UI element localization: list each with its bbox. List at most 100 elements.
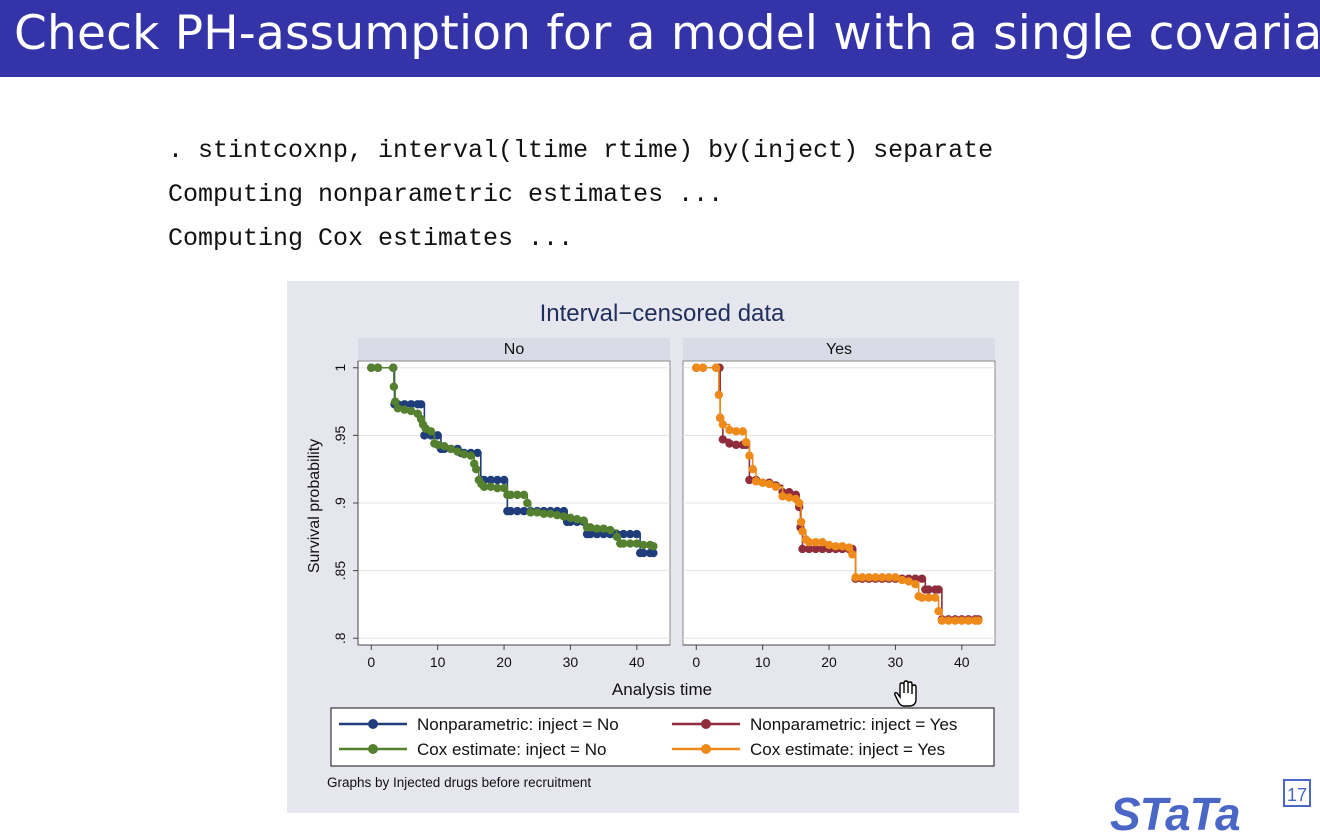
data-point [796,517,806,527]
data-point [393,404,403,413]
x-tick-label: 10 [430,654,446,670]
code-line-2: Computing nonparametric estimates ... [168,180,724,209]
data-point [539,509,549,519]
data-point [519,506,529,516]
subplot-no-label: No [504,341,525,358]
data-point [798,544,807,554]
data-point [765,479,774,489]
legend-label-cox-yes: Cox estimate: inject = Yes [750,740,945,759]
data-point [811,538,820,547]
data-point [446,444,456,454]
data-point [848,550,857,559]
legend-marker-cox-no [368,744,378,754]
stata-logo-text: STaTa [1110,788,1240,832]
data-point [546,509,555,519]
data-point [367,363,376,372]
data-point [460,450,469,459]
data-point [592,524,602,533]
version-badge-text: 17 [1287,785,1307,805]
data-point [711,363,721,372]
data-point [931,593,940,602]
data-point [731,427,741,436]
data-point [426,427,436,436]
slide-title: Check PH-assumption for a model with a s… [14,6,1320,61]
data-point [479,482,489,491]
y-axis-label: Survival probability [306,439,323,573]
data-point [851,573,860,582]
data-point [957,616,967,625]
legend-item-np-no: Nonparametric: inject = No [339,715,619,734]
version-badge [1283,779,1311,807]
data-point [619,539,628,548]
data-point [911,579,920,589]
data-point [745,475,754,485]
data-point [771,482,781,491]
x-tick-label: 10 [755,654,771,670]
data-point [798,527,807,536]
data-point [586,523,595,532]
data-point [831,542,840,551]
data-point [612,532,622,542]
data-point [858,573,867,582]
x-tick-label: 0 [367,654,375,670]
data-point [917,593,927,602]
data-point [639,540,648,550]
data-point [388,363,398,372]
x-tick-label: 30 [563,654,579,670]
data-point [794,498,804,508]
data-point [864,573,874,582]
data-point [748,464,757,474]
data-point [751,477,761,486]
data-point [944,616,953,625]
legend-item-cox-yes: Cox estimate: inject = Yes [672,740,945,759]
data-point [499,475,509,485]
code-line-1: . stintcoxnp, interval(ltime rtime) by(i… [168,136,994,165]
data-point [725,439,734,448]
data-point [649,542,658,551]
subplot-no-header [358,338,670,361]
y-tick-label: .85 [332,561,348,581]
data-point [466,451,476,460]
data-point [433,440,442,450]
data-point [453,447,462,456]
data-point [934,585,943,594]
data-point [877,573,887,582]
data-point [433,431,442,440]
data-point [519,490,529,500]
legend-label-np-yes: Nonparametric: inject = Yes [750,715,957,734]
data-point [499,483,509,493]
data-point [884,573,893,582]
data-point [844,543,854,552]
data-point [513,490,522,500]
data-point [824,540,834,550]
legend-marker-np-yes [701,719,711,729]
data-point [692,363,701,372]
data-point [974,616,983,625]
legend-marker-np-no [368,719,378,729]
data-point [606,525,615,535]
data-point [718,420,728,429]
data-point [416,400,426,409]
data-point [420,431,429,440]
legend-item-np-yes: Nonparametric: inject = Yes [672,715,957,734]
x-tick-label: 20 [496,654,512,670]
data-point [390,397,400,406]
data-point [533,508,542,517]
data-point [731,440,741,450]
data-point [625,529,635,539]
data-point [579,516,588,525]
data-point [698,363,708,372]
legend-label-cox-no: Cox estimate: inject = No [417,740,606,759]
data-point [639,548,648,558]
data-point [599,524,608,533]
data-point [924,593,933,602]
data-point [917,574,927,583]
data-point [741,437,751,447]
data-point [950,616,960,625]
data-point [891,573,900,582]
data-point [818,544,827,554]
x-tick-label: 30 [888,654,904,670]
data-point [924,585,933,594]
data-point [486,475,495,485]
legend-marker-cox-yes [701,744,711,754]
